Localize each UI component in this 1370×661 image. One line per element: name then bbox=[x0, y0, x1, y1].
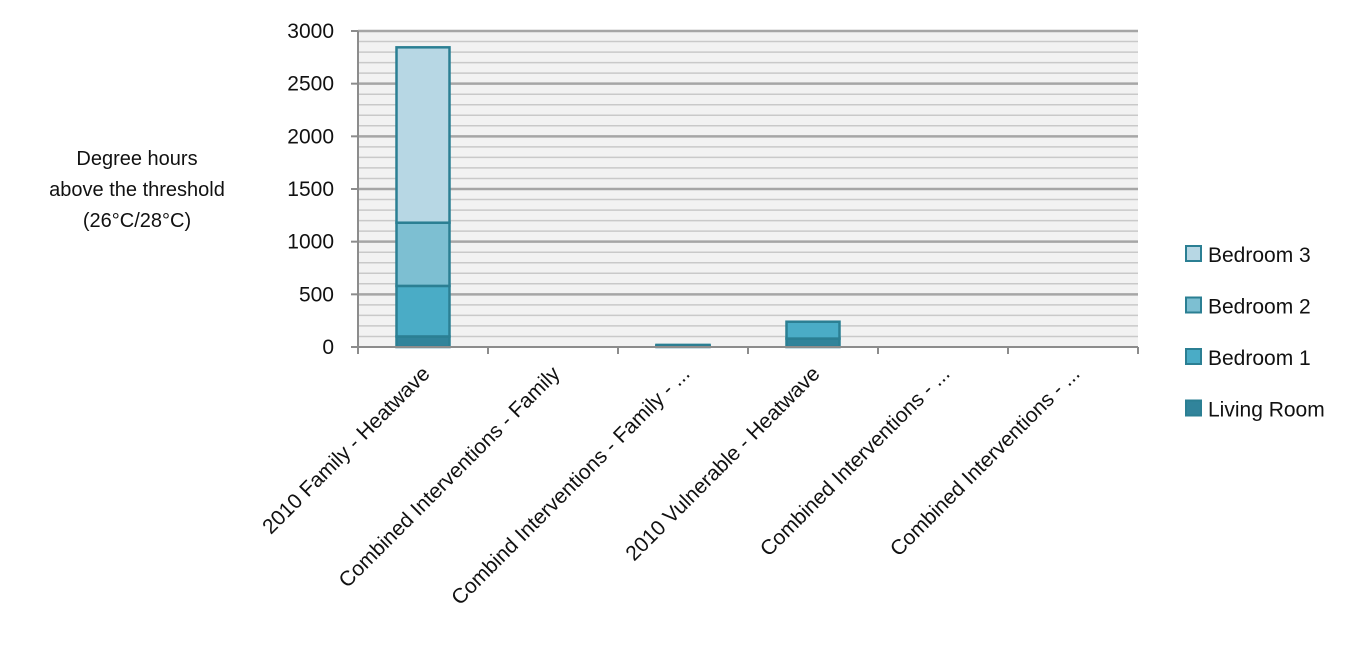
legend-swatch bbox=[1185, 399, 1202, 417]
legend-label: Bedroom 1 bbox=[1208, 347, 1311, 370]
y-tick-label: 3000 bbox=[287, 20, 334, 43]
legend-label: Living Room bbox=[1208, 399, 1325, 422]
x-category-label: Combined Interventions - Family bbox=[335, 362, 565, 592]
legend-swatch bbox=[1185, 296, 1202, 314]
bar-segment bbox=[785, 337, 841, 349]
bar-segment bbox=[395, 46, 451, 224]
legend-label: Bedroom 2 bbox=[1208, 296, 1311, 319]
bar-segment bbox=[785, 320, 841, 340]
legend-swatch bbox=[1185, 245, 1202, 262]
y-axis-label: Degree hours above the threshold (26°C/28°… bbox=[49, 148, 225, 232]
y-axis-label-line: Degree hours bbox=[76, 148, 197, 170]
bar-segment bbox=[395, 335, 451, 349]
legend-label: Bedroom 3 bbox=[1208, 244, 1311, 267]
axes bbox=[351, 30, 1139, 354]
y-tick-label: 0 bbox=[322, 336, 334, 359]
y-axis-label-line: above the threshold bbox=[49, 179, 225, 201]
y-ticks: 0 500 1000 1500 2000 2500 3000 bbox=[287, 20, 334, 359]
y-tick-label: 1000 bbox=[287, 231, 334, 254]
legend-swatch bbox=[1185, 348, 1202, 365]
grid bbox=[358, 29, 1138, 338]
y-tick-label: 2500 bbox=[287, 73, 334, 96]
y-tick-label: 500 bbox=[299, 283, 334, 306]
x-category-label: Combind Interventions - Family - ... bbox=[447, 362, 694, 609]
y-tick-label: 2000 bbox=[287, 125, 334, 148]
y-axis-label-line: (26°C/28°C) bbox=[83, 210, 191, 232]
bar-segment bbox=[655, 343, 711, 347]
legend: Bedroom 3 Bedroom 2 Bedroom 1 Living Room bbox=[1185, 244, 1325, 422]
bars bbox=[395, 46, 841, 349]
bar-segment bbox=[395, 284, 451, 338]
bar-segment bbox=[395, 221, 451, 288]
y-tick-label: 1500 bbox=[287, 178, 334, 201]
